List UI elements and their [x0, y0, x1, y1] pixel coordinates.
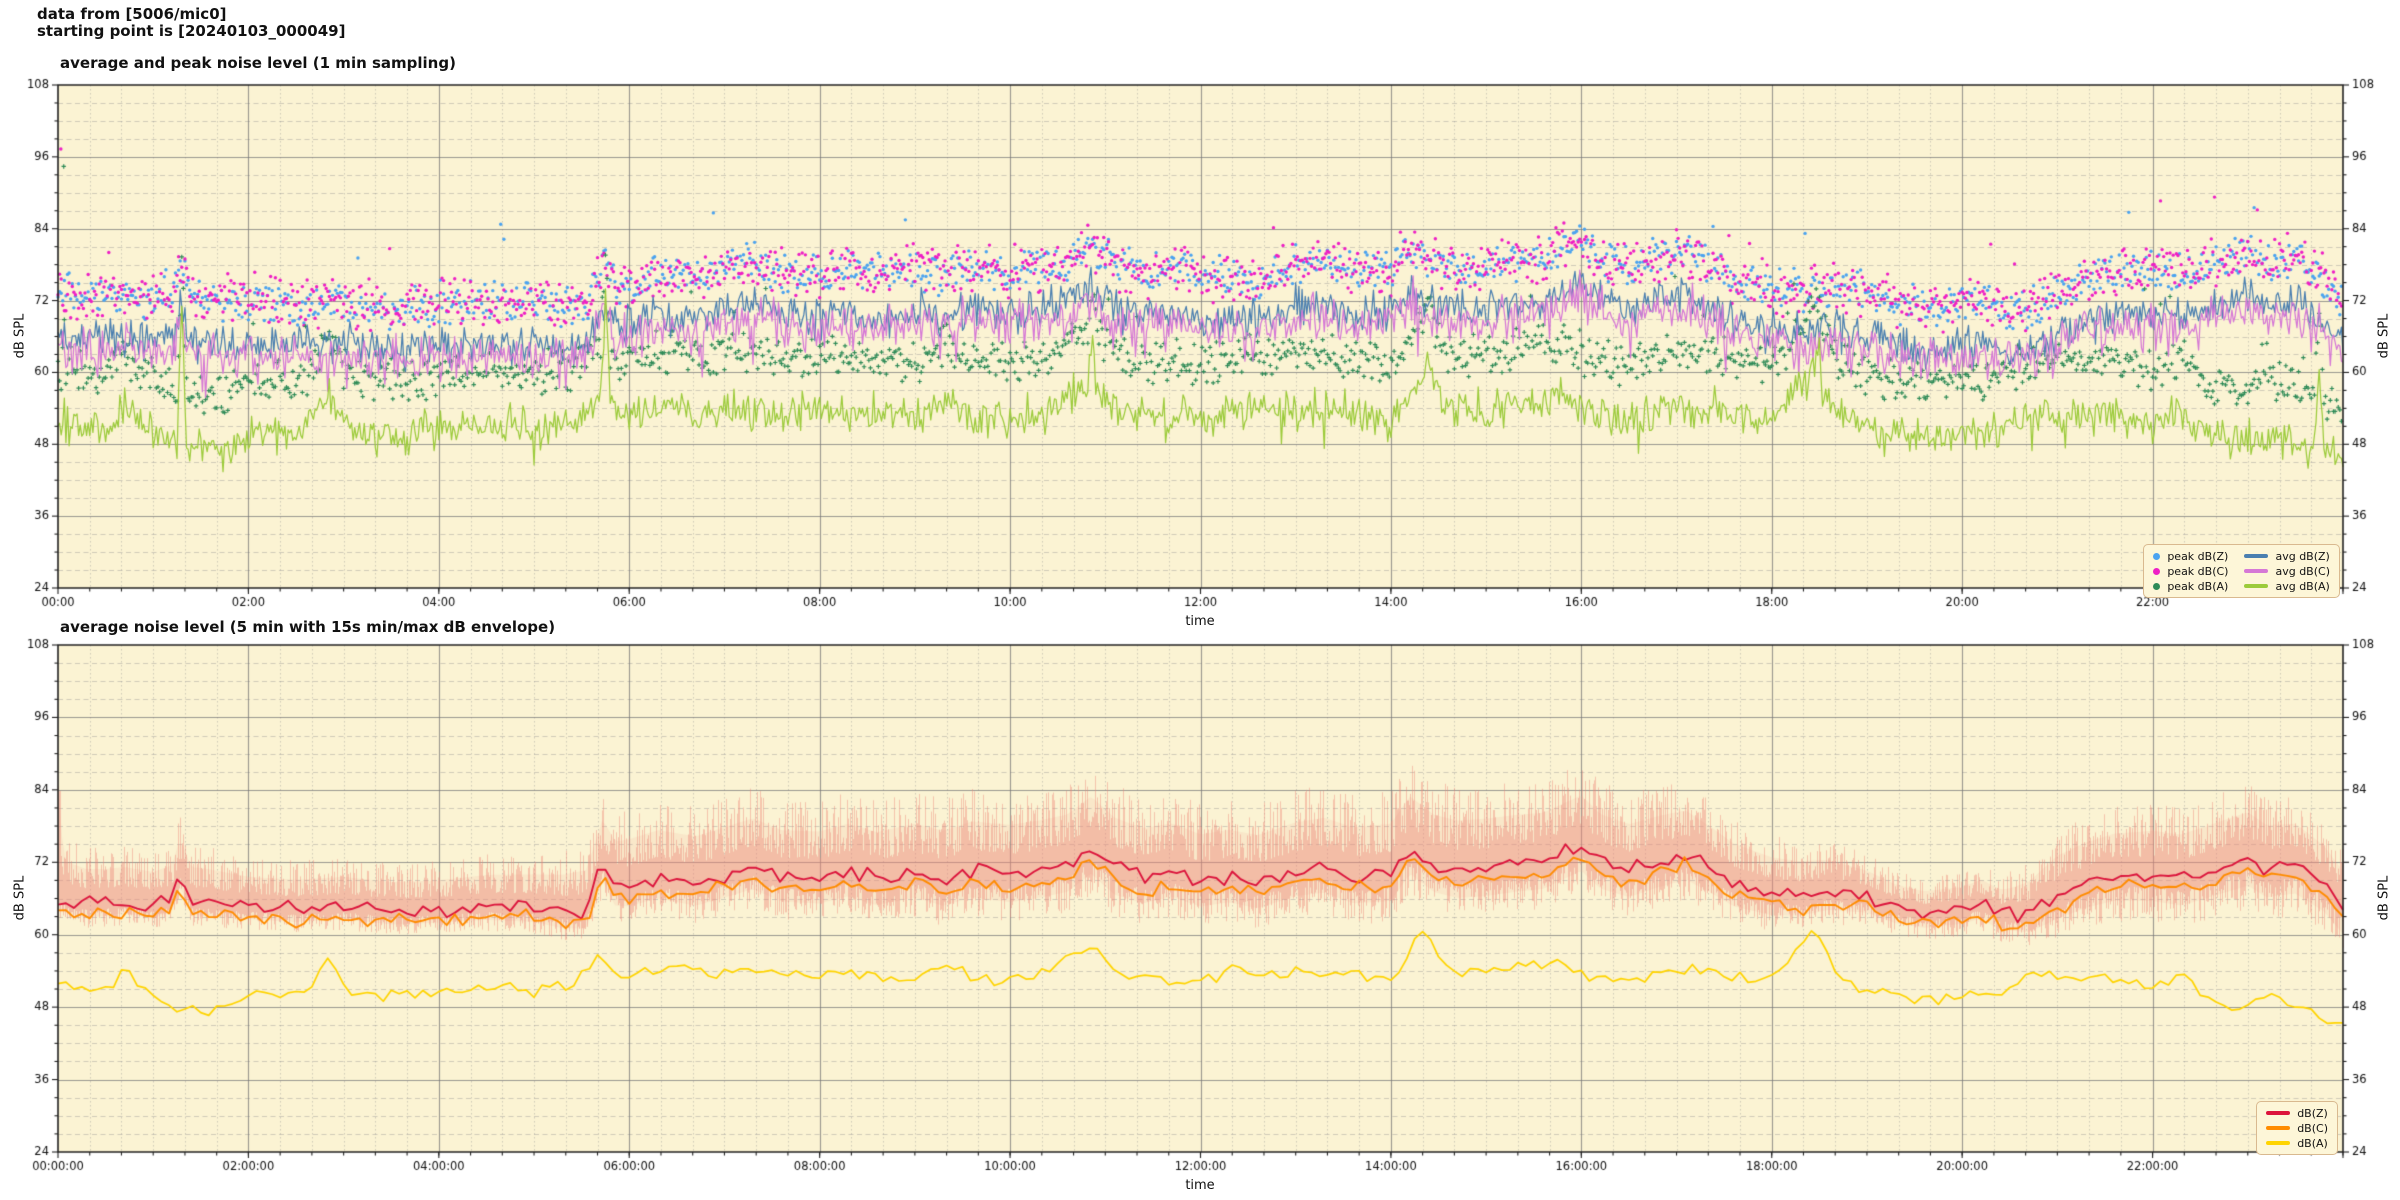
chart2-xlabel: time: [1185, 1178, 1215, 1193]
avg-dba-line-icon: [2244, 584, 2269, 588]
avg-dbc-line-icon: [2244, 569, 2269, 573]
legend-entry-dbz: dB(Z): [2266, 1107, 2328, 1120]
legend-label: peak dB(C): [2167, 564, 2229, 578]
legend-entry-avg-dbc: avg dB(C): [2244, 565, 2330, 578]
chart2-legend: dB(Z) dB(C) dB(A): [2256, 1101, 2338, 1155]
legend-label: avg dB(A): [2275, 579, 2330, 593]
legend-label: dB(C): [2297, 1121, 2328, 1135]
legend-label: peak dB(Z): [2167, 549, 2229, 563]
chart2-title: average noise level (5 min with 15s min/…: [60, 618, 556, 636]
legend-entry-avg-dbz: avg dB(Z): [2244, 550, 2330, 563]
peak-dbc-marker-icon: [2153, 567, 2161, 575]
legend-label: dB(A): [2297, 1136, 2328, 1150]
legend-entry-peak-dba: peak dB(A): [2153, 580, 2228, 593]
chart2-ylabel-right: dB SPL: [2376, 875, 2392, 921]
legend-entry-dbc: dB(C): [2266, 1122, 2328, 1135]
chart1-xlabel: time: [1185, 614, 1215, 629]
header-source-line: data from [5006/mic0]: [37, 5, 227, 23]
dbc-line-icon: [2266, 1126, 2291, 1130]
chart1-title: average and peak noise level (1 min samp…: [60, 54, 456, 72]
peak-dbz-marker-icon: [2153, 552, 2161, 560]
legend-entry-peak-dbc: peak dB(C): [2153, 565, 2228, 578]
avg-dbz-line-icon: [2244, 554, 2269, 558]
legend-entry-peak-dbz: peak dB(Z): [2153, 550, 2228, 563]
figure-header: data from [5006/mic0] starting point is […: [37, 6, 345, 40]
dbz-line-icon: [2266, 1111, 2291, 1115]
chart1-ylabel-left: dB SPL: [12, 313, 28, 359]
legend-entry-avg-dba: avg dB(A): [2244, 580, 2330, 593]
peak-dba-marker-icon: [2153, 582, 2161, 590]
dba-line-icon: [2266, 1141, 2291, 1145]
chart1-ylabel-right: dB SPL: [2376, 313, 2392, 359]
legend-label: avg dB(Z): [2275, 549, 2330, 563]
header-start-line: starting point is [20240103_000049]: [37, 22, 346, 40]
legend-label: peak dB(A): [2167, 579, 2229, 593]
chart2-ylabel-left: dB SPL: [12, 875, 28, 921]
legend-entry-dba: dB(A): [2266, 1137, 2328, 1150]
legend-label: dB(Z): [2297, 1106, 2328, 1120]
chart1-legend: peak dB(Z) avg dB(Z) peak dB(C) avg dB(C…: [2143, 544, 2340, 598]
legend-label: avg dB(C): [2275, 564, 2330, 578]
